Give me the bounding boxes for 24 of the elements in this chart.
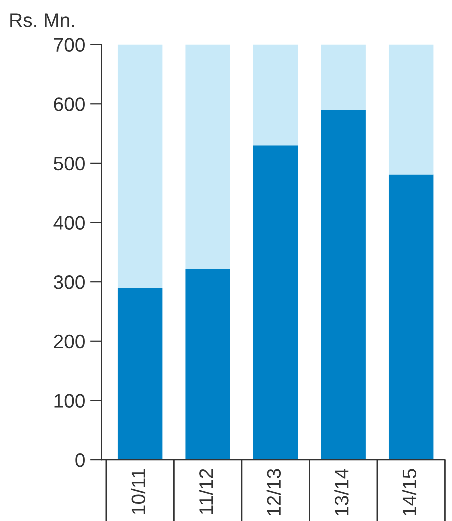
bar — [388, 174, 434, 460]
bar — [118, 44, 163, 288]
bar — [118, 288, 163, 460]
y-tick-label: 500 — [54, 156, 85, 171]
bar — [321, 110, 366, 460]
bar — [321, 44, 366, 110]
x-tick-label: 12/13 — [266, 469, 282, 516]
y-axis-title: Rs. Mn. — [10, 14, 74, 28]
bar — [388, 44, 434, 175]
bar — [186, 269, 230, 460]
y-tick-label: 400 — [54, 216, 85, 230]
bar — [186, 44, 230, 270]
y-tick-label: 700 — [54, 38, 85, 52]
bar — [253, 146, 298, 460]
x-tick-label: 13/14 — [334, 468, 349, 516]
bar — [253, 44, 298, 146]
y-tick-label: 200 — [54, 334, 85, 349]
y-tick-label: 100 — [54, 394, 85, 408]
x-tick-label: 14/15 — [402, 469, 417, 516]
x-tick-label: 10/11 — [131, 469, 146, 514]
y-tick-label: 0 — [76, 454, 85, 468]
y-tick-label: 300 — [54, 276, 85, 290]
x-tick-label: 11/12 — [199, 469, 214, 514]
y-tick-label: 600 — [54, 98, 85, 112]
